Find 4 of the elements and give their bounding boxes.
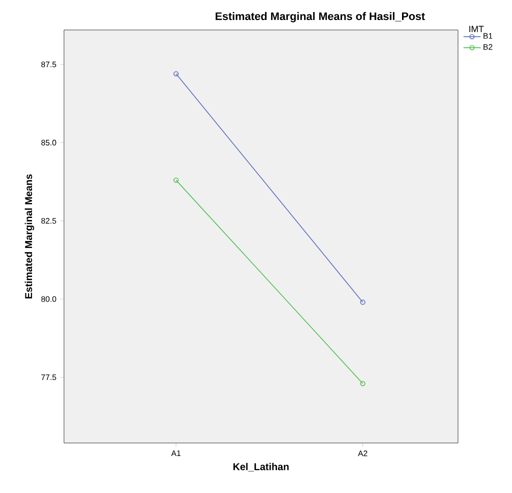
chart-title: Estimated Marginal Means of Hasil_Post xyxy=(216,12,425,22)
legend-title: IMT xyxy=(469,26,484,32)
x-axis-title: Kel_Latihan xyxy=(233,462,289,472)
y-axis-title: Estimated Marginal Means xyxy=(24,174,34,298)
